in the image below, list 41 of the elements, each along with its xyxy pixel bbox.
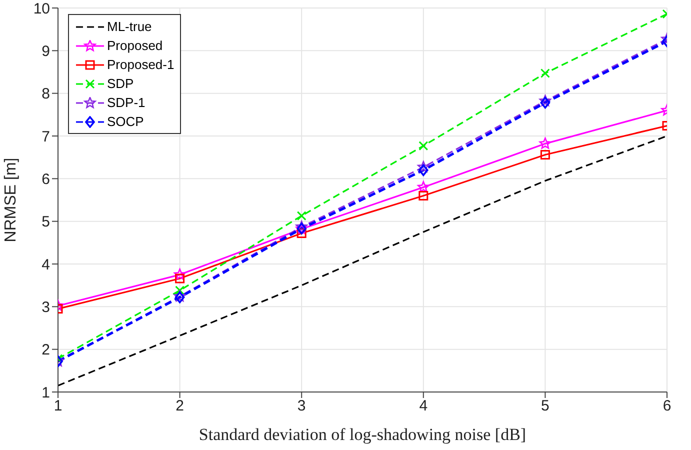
point xyxy=(174,268,186,280)
point xyxy=(296,211,306,221)
point xyxy=(418,164,428,176)
point xyxy=(539,138,552,149)
y-tick-label: 2 xyxy=(42,342,50,359)
x-tick-label: 6 xyxy=(662,398,672,415)
y-tick-label: 7 xyxy=(42,128,50,146)
point xyxy=(175,274,185,284)
y-tick-label: 1 xyxy=(42,384,50,402)
point xyxy=(296,220,308,232)
y-tick-label: 10 xyxy=(33,0,50,18)
point xyxy=(418,181,430,192)
legend-label: Proposed xyxy=(107,38,163,53)
point xyxy=(175,286,185,296)
point xyxy=(540,150,550,160)
point xyxy=(539,94,552,106)
x-tick-label: 3 xyxy=(297,398,306,415)
legend-label: Proposed-1 xyxy=(107,57,174,72)
point xyxy=(418,160,430,172)
point xyxy=(540,68,550,78)
y-tick-label: 9 xyxy=(42,42,50,60)
x-tick-label: 5 xyxy=(541,398,550,415)
x-tick-label: 1 xyxy=(54,398,62,415)
legend-label: SOCP xyxy=(107,114,144,129)
point xyxy=(296,228,306,238)
point xyxy=(418,190,428,200)
legend-label: SDP xyxy=(107,76,134,91)
point xyxy=(540,96,550,109)
y-tick-label: 3 xyxy=(42,298,50,316)
y-axis-title: NRMSE [m] xyxy=(2,158,20,242)
x-axis-title: Standard deviation of log-shadowing noise [dB] xyxy=(198,425,526,444)
y-tick-label: 8 xyxy=(42,86,50,103)
y-tick-label: 5 xyxy=(42,214,50,231)
line-series xyxy=(58,135,667,386)
legend-label: SDP-1 xyxy=(107,95,146,110)
x-tick-label: 2 xyxy=(176,398,184,415)
y-tick-label: 6 xyxy=(42,170,50,188)
x-tick-label: 4 xyxy=(419,398,428,415)
legend-label: ML-true xyxy=(107,19,152,34)
point xyxy=(418,141,428,151)
y-tick-label: 4 xyxy=(42,256,50,274)
